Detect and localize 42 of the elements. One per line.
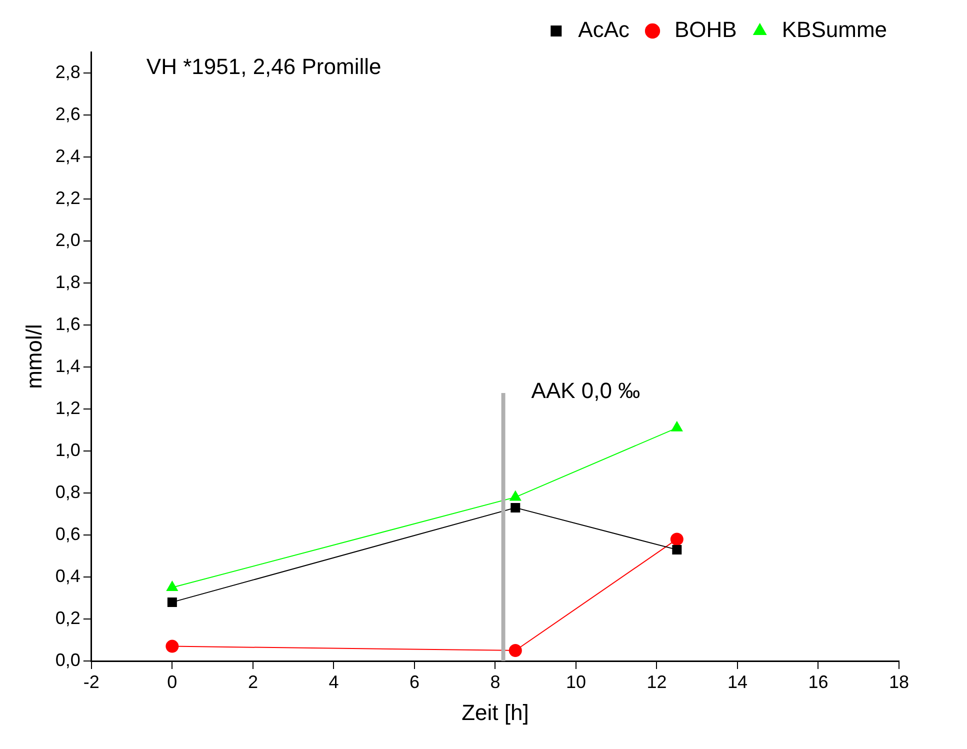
point bbox=[671, 421, 683, 432]
point bbox=[167, 597, 177, 607]
x-tick-label: 4 bbox=[328, 672, 339, 692]
point bbox=[510, 502, 520, 512]
y-tick-label: 1,2 bbox=[55, 398, 80, 418]
annotation: VH *1951, 2,46 Promille bbox=[146, 54, 382, 80]
point bbox=[508, 644, 522, 657]
x-tick-label: 10 bbox=[566, 672, 586, 692]
x-tick-label: 6 bbox=[409, 672, 420, 692]
point bbox=[672, 544, 682, 554]
y-tick-label: 1,6 bbox=[55, 314, 80, 334]
x-tick-label: 8 bbox=[490, 672, 500, 692]
point bbox=[510, 490, 522, 501]
y-tick-label: 0,8 bbox=[55, 482, 80, 502]
y-tick-label: 1,8 bbox=[55, 272, 80, 292]
y-axis-title: mmol/l bbox=[21, 324, 46, 389]
y-tick-label: 0,2 bbox=[55, 608, 80, 628]
x-tick-label: 14 bbox=[727, 672, 748, 692]
y-tick-label: 2,6 bbox=[55, 104, 80, 124]
y-tick-label: 2,4 bbox=[55, 146, 80, 166]
legend-label: AcAc bbox=[578, 17, 630, 42]
x-tick-label: -2 bbox=[83, 672, 100, 692]
legend-label: KBSumme bbox=[782, 17, 888, 42]
y-tick-label: 2,2 bbox=[55, 188, 80, 208]
x-tick-label: 2 bbox=[248, 672, 258, 692]
y-tick-label: 2,0 bbox=[55, 230, 80, 250]
y-tick-label: 0,0 bbox=[55, 650, 80, 670]
x-tick-label: 18 bbox=[888, 672, 910, 692]
x-tick-label: 0 bbox=[167, 672, 178, 692]
x-tick-label: 16 bbox=[808, 672, 828, 692]
legend-label: BOHB bbox=[674, 17, 737, 42]
point bbox=[670, 532, 684, 546]
x-tick-label: 12 bbox=[646, 672, 667, 692]
y-tick-label: 0,4 bbox=[55, 566, 80, 586]
point bbox=[166, 640, 179, 653]
y-tick-label: 2,8 bbox=[55, 62, 80, 82]
y-tick-label: 1,0 bbox=[55, 440, 80, 460]
x-axis-title: Zeit [h] bbox=[462, 700, 529, 725]
y-tick-label: 0,6 bbox=[55, 524, 80, 544]
ref-line-label: AAK 0,0 ‰ bbox=[531, 378, 640, 404]
point bbox=[166, 581, 178, 591]
y-tick-label: 1,4 bbox=[55, 356, 80, 376]
